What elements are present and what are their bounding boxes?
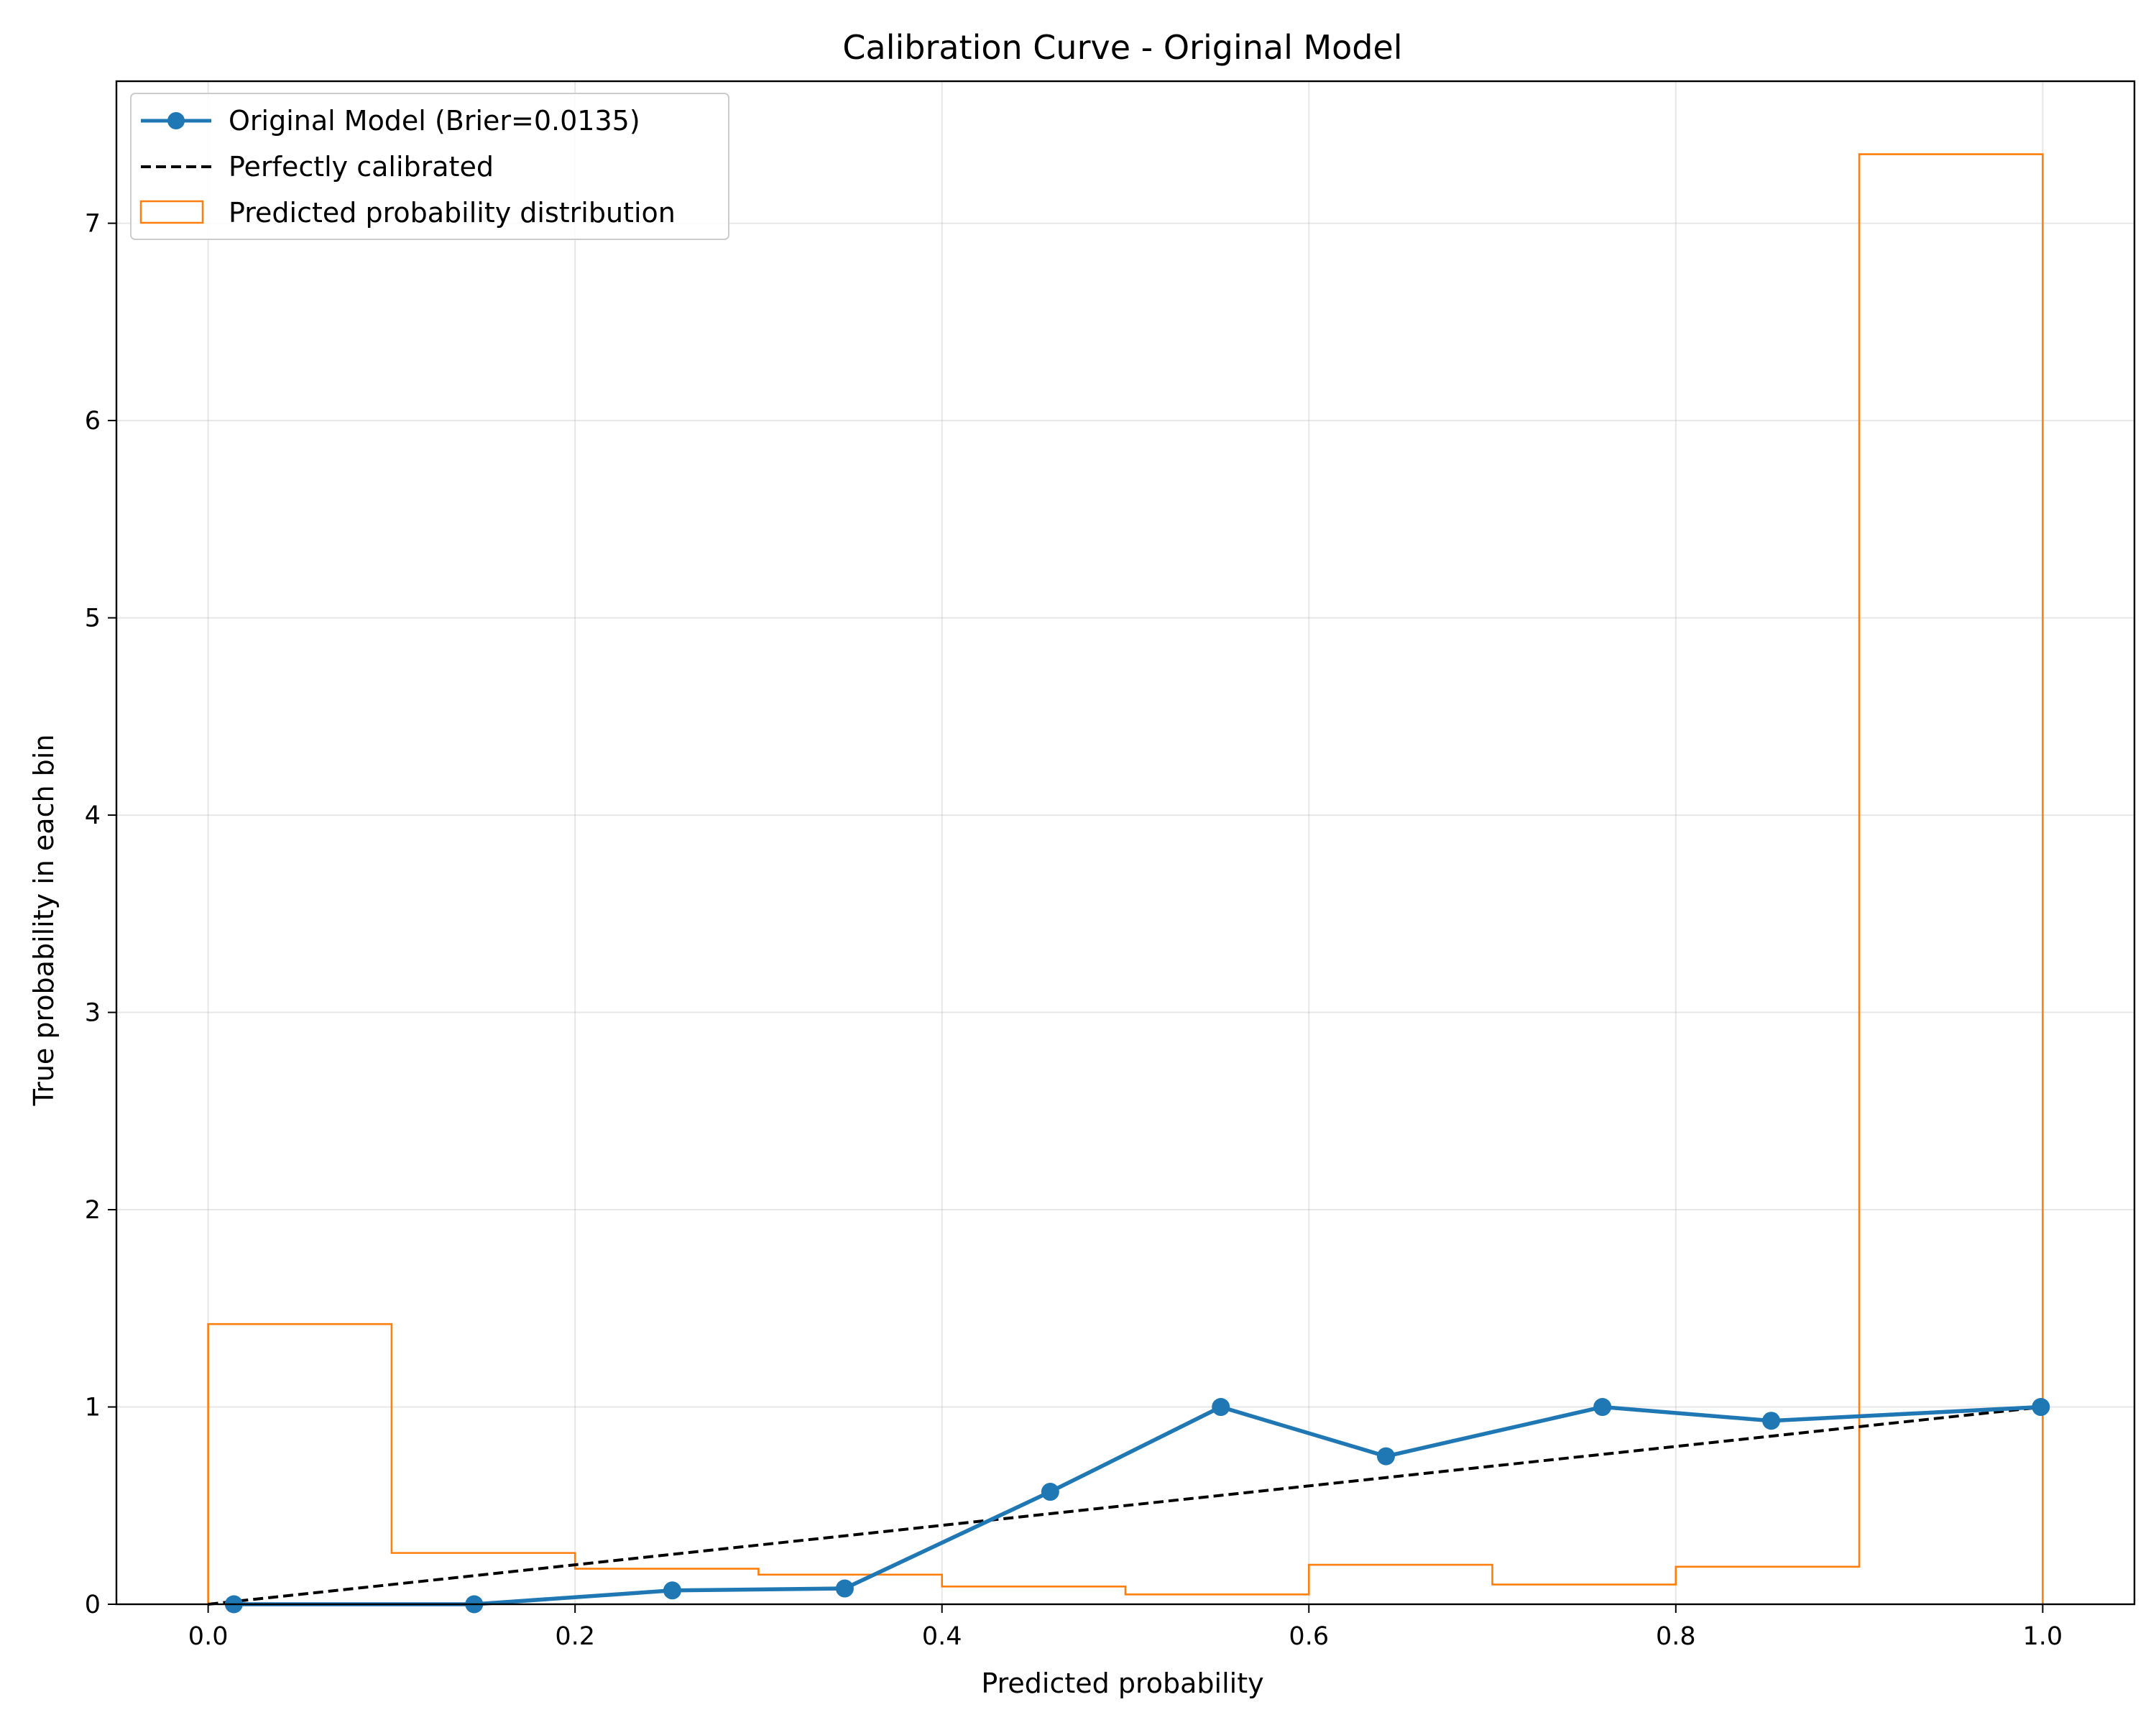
y-tick-label: 5: [85, 604, 101, 633]
diagonal-reference: [208, 1405, 2043, 1606]
legend-label-probability-distribution: Predicted probability distribution: [229, 197, 676, 229]
calibration-point: [1041, 1483, 1059, 1501]
calibration-point: [2032, 1398, 2050, 1417]
y-axis-label: True probability in each bin: [28, 735, 60, 1107]
legend-histogram-symbol: [139, 200, 204, 224]
y-tick-label: 3: [85, 999, 101, 1028]
y-tick-label: 4: [85, 801, 101, 830]
x-tick-label: 0.2: [555, 1622, 595, 1651]
chart-title: Calibration Curve - Original Model: [842, 28, 1402, 67]
x-tick-label: 0.8: [1656, 1622, 1696, 1651]
calibration-point: [835, 1579, 854, 1598]
y-tick-label: 2: [85, 1196, 101, 1225]
legend-box: [130, 93, 729, 240]
histogram-outline: [207, 153, 2044, 1604]
histogram: [207, 153, 2044, 1604]
calibration-point: [1212, 1398, 1230, 1417]
y-tick-label: 1: [85, 1394, 101, 1422]
calibration-line: [224, 1398, 2050, 1614]
x-tick-label: 0.4: [922, 1622, 962, 1651]
calibration-point: [1593, 1398, 1612, 1417]
y-tick-label: 6: [85, 407, 101, 436]
legend-marker-symbol: [167, 112, 185, 129]
plot-frame: [115, 80, 2136, 1606]
x-tick-label: 1.0: [2023, 1622, 2063, 1651]
y-tick-label: 7: [85, 210, 101, 239]
x-tick-label: 0.0: [188, 1622, 229, 1651]
calibration-point: [1762, 1412, 1781, 1430]
y-tick-label: 0: [85, 1591, 101, 1619]
x-axis-label: Predicted probability: [981, 1668, 1263, 1699]
calibration-point: [663, 1581, 681, 1600]
x-tick-label: 0.6: [1289, 1622, 1329, 1651]
legend-label-original-model: Original Model (Brier=0.0135): [229, 105, 640, 137]
calibration-curve-line: [234, 1404, 2041, 1606]
legend-label-perfectly-calibrated: Perfectly calibrated: [229, 151, 494, 183]
axis-ticks: 0.0 0.2 0.4 0.6 0.8 1.0 0 1 2 3 4 5 6 7: [85, 210, 2063, 1651]
legend: Original Model (Brier=0.0135) Perfectly …: [130, 93, 729, 240]
calibration-point: [1376, 1447, 1395, 1466]
perfectly-calibrated-line: [208, 1405, 2043, 1606]
